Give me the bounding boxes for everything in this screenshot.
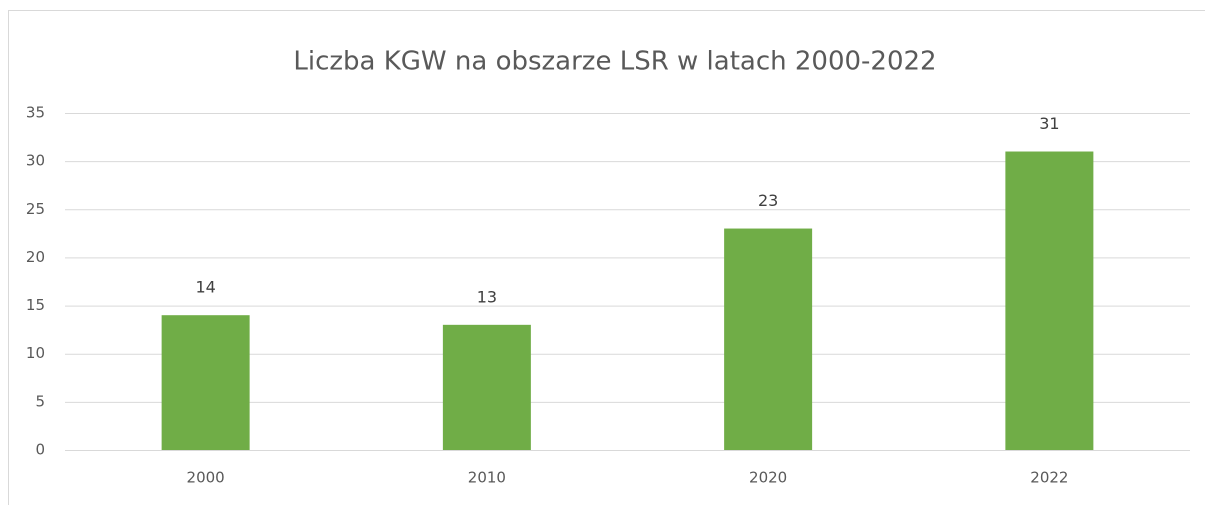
x-tick-label: 2020 (749, 469, 787, 487)
chart-border (8, 10, 1205, 505)
bar (442, 324, 531, 450)
chart-title: Liczba KGW na obszarze LSR w latach 2000… (293, 47, 936, 77)
bar (1005, 151, 1094, 450)
y-tick-label: 35 (26, 104, 45, 122)
bar (161, 315, 250, 450)
data-label: 31 (1039, 114, 1059, 133)
y-tick-label: 5 (35, 392, 45, 410)
x-tick-label: 2022 (1030, 469, 1068, 487)
data-label: 14 (195, 278, 215, 297)
y-tick-label: 30 (26, 152, 45, 170)
y-tick-label: 20 (26, 248, 45, 266)
data-label: 13 (477, 287, 497, 306)
y-tick-label: 15 (26, 296, 45, 314)
x-tick-label: 2010 (468, 469, 506, 487)
bar (724, 228, 813, 450)
y-tick-label: 0 (35, 441, 45, 459)
data-label: 23 (758, 191, 778, 210)
y-tick-label: 25 (26, 200, 45, 218)
y-tick-label: 10 (26, 344, 45, 362)
x-tick-label: 2000 (187, 469, 225, 487)
